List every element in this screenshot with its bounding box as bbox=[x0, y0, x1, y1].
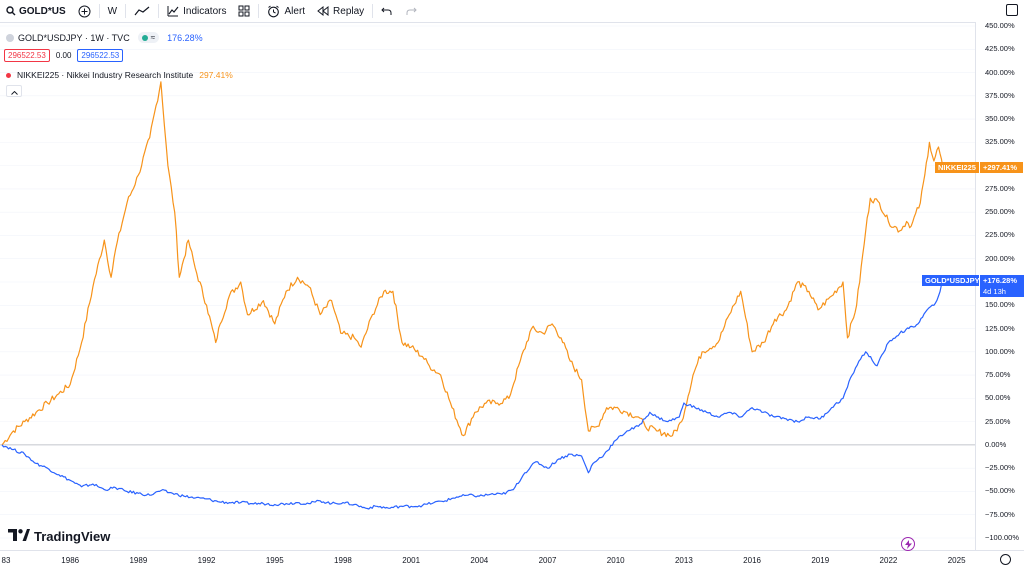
spread-value: 0.00 bbox=[55, 51, 72, 60]
x-tick-label: 2025 bbox=[947, 556, 966, 565]
toolbar-divider bbox=[98, 4, 100, 18]
x-tick-label: 2016 bbox=[743, 556, 761, 565]
toolbar-divider bbox=[258, 4, 260, 18]
y-tick-label: 375.00% bbox=[985, 90, 1015, 100]
undo-button[interactable] bbox=[375, 0, 399, 22]
compare-series-dot bbox=[6, 72, 11, 78]
tradingview-mark-icon bbox=[8, 529, 30, 544]
tradingview-logo[interactable]: TradingView bbox=[8, 529, 110, 544]
sell-value[interactable]: 296522.53 bbox=[4, 49, 50, 62]
toolbar-divider bbox=[372, 4, 374, 18]
x-tick-label: 2019 bbox=[811, 556, 830, 565]
market-open-icon bbox=[141, 34, 148, 41]
symbol-label: GOLD*US bbox=[19, 5, 66, 17]
search-icon bbox=[6, 6, 16, 16]
y-tick-label: 275.00% bbox=[985, 183, 1015, 193]
y-tick-label: 100.00% bbox=[985, 346, 1015, 356]
y-tick-label: 150.00% bbox=[985, 300, 1015, 310]
x-tick-label: 1998 bbox=[334, 556, 352, 565]
indicators-icon bbox=[167, 5, 179, 17]
y-tick-label: 50.00% bbox=[985, 393, 1011, 403]
y-tick-label: 325.00% bbox=[985, 137, 1015, 147]
replay-label: Replay bbox=[333, 5, 365, 17]
x-tick-label: 2001 bbox=[402, 556, 421, 565]
main-series-title: GOLD*USDJPY · 1W · TVC bbox=[18, 32, 130, 43]
time-axis[interactable]: 83 1986 1989 1992 1995 1998 2001 2004 2007 2010 20… bbox=[0, 550, 1024, 569]
layout-button[interactable] bbox=[232, 0, 256, 22]
replay-button[interactable]: Replay bbox=[311, 0, 370, 22]
fullscreen-icon[interactable] bbox=[1006, 4, 1018, 16]
collapse-legend-button[interactable] bbox=[6, 85, 22, 97]
x-tick-label: 1995 bbox=[265, 556, 284, 565]
nikkei225-series-line[interactable] bbox=[1, 81, 944, 446]
market-status-pill[interactable]: ≈ bbox=[137, 32, 160, 43]
x-tick-label: 2004 bbox=[470, 556, 489, 565]
y-tick-label: −75.00% bbox=[985, 509, 1015, 519]
x-tick-label: 1989 bbox=[129, 556, 148, 565]
nikkei-badge-value: +297.41% bbox=[980, 162, 1023, 174]
y-tick-label: 450.00% bbox=[985, 21, 1015, 30]
nikkei-badge-name: NIKKEI225 bbox=[935, 162, 979, 174]
layout-grid-icon bbox=[238, 5, 250, 17]
y-tick-label: 25.00% bbox=[985, 416, 1011, 426]
top-toolbar: GOLD*US W Indicators Alert R bbox=[0, 0, 1024, 23]
lightning-icon[interactable] bbox=[901, 537, 915, 551]
interval-button[interactable]: W bbox=[102, 0, 123, 22]
x-tick-label: 1986 bbox=[61, 556, 80, 565]
waves-icon: ≈ bbox=[150, 33, 156, 42]
x-tick-label: 2013 bbox=[674, 556, 693, 565]
buy-value[interactable]: 296522.53 bbox=[77, 49, 124, 62]
x-tick-label: 2010 bbox=[606, 556, 625, 565]
compare-series-change: 297.41% bbox=[199, 70, 233, 80]
redo-button[interactable] bbox=[399, 0, 423, 22]
alert-clock-icon bbox=[267, 5, 280, 18]
tradingview-logo-text: TradingView bbox=[34, 529, 111, 544]
y-tick-label: −25.00% bbox=[985, 463, 1015, 473]
replay-icon bbox=[317, 6, 329, 16]
alert-label: Alert bbox=[284, 5, 306, 17]
chart-type-button[interactable] bbox=[128, 0, 156, 22]
compare-symbol-button[interactable] bbox=[72, 0, 97, 22]
symbol-logo-icon bbox=[6, 33, 14, 42]
undo-icon bbox=[381, 6, 393, 16]
x-tick-label: 2022 bbox=[879, 556, 898, 565]
main-series-legend[interactable]: GOLD*USDJPY · 1W · TVC ≈ 176.28% bbox=[6, 32, 203, 43]
y-tick-label: 400.00% bbox=[985, 67, 1015, 77]
toolbar-divider bbox=[158, 4, 160, 18]
y-tick-label: 0.00% bbox=[985, 439, 1007, 449]
symbol-search-button[interactable]: GOLD*US bbox=[0, 0, 72, 22]
x-tick-label: 83 bbox=[1, 556, 11, 565]
settings-icon[interactable] bbox=[1000, 554, 1011, 565]
y-tick-label: 425.00% bbox=[985, 44, 1015, 54]
indicators-button[interactable]: Indicators bbox=[161, 0, 232, 22]
grid-lines bbox=[0, 25, 975, 539]
y-tick-label: 250.00% bbox=[985, 207, 1015, 217]
redo-icon bbox=[405, 6, 417, 16]
x-tick-label: 2007 bbox=[538, 556, 557, 565]
y-tick-label: 200.00% bbox=[985, 253, 1015, 263]
alert-button[interactable]: Alert bbox=[261, 0, 311, 22]
chevron-up-icon bbox=[10, 82, 18, 100]
y-tick-label: 350.00% bbox=[985, 114, 1015, 124]
compare-series-legend[interactable]: NIKKEI225 · Nikkei Industry Research Ins… bbox=[6, 70, 233, 80]
plus-circle-icon bbox=[78, 5, 91, 18]
line-chart-icon bbox=[134, 6, 150, 16]
y-tick-label: 225.00% bbox=[985, 230, 1015, 240]
main-series-change: 176.28% bbox=[167, 32, 203, 43]
indicators-label: Indicators bbox=[183, 5, 227, 17]
compare-series-title: NIKKEI225 · Nikkei Industry Research Ins… bbox=[17, 70, 194, 80]
toolbar-divider bbox=[125, 4, 127, 18]
x-tick-label: 1992 bbox=[197, 556, 216, 565]
gold-usdjpy-series-line[interactable] bbox=[1, 280, 944, 510]
y-tick-label: −100.00% bbox=[985, 533, 1019, 542]
interval-label: W bbox=[107, 5, 118, 17]
gold-badge-name: GOLD*USDJPY bbox=[922, 274, 980, 286]
gold-badge-countdown: 4d 13h bbox=[980, 285, 1024, 297]
price-values-row: 296522.53 0.00 296522.53 bbox=[4, 49, 124, 62]
y-tick-label: −50.00% bbox=[985, 486, 1015, 496]
y-tick-label: 125.00% bbox=[985, 323, 1015, 333]
chart-canvas[interactable] bbox=[0, 22, 975, 550]
gold-badge-value: +176.28% bbox=[980, 274, 1024, 286]
y-tick-label: 75.00% bbox=[985, 370, 1011, 380]
